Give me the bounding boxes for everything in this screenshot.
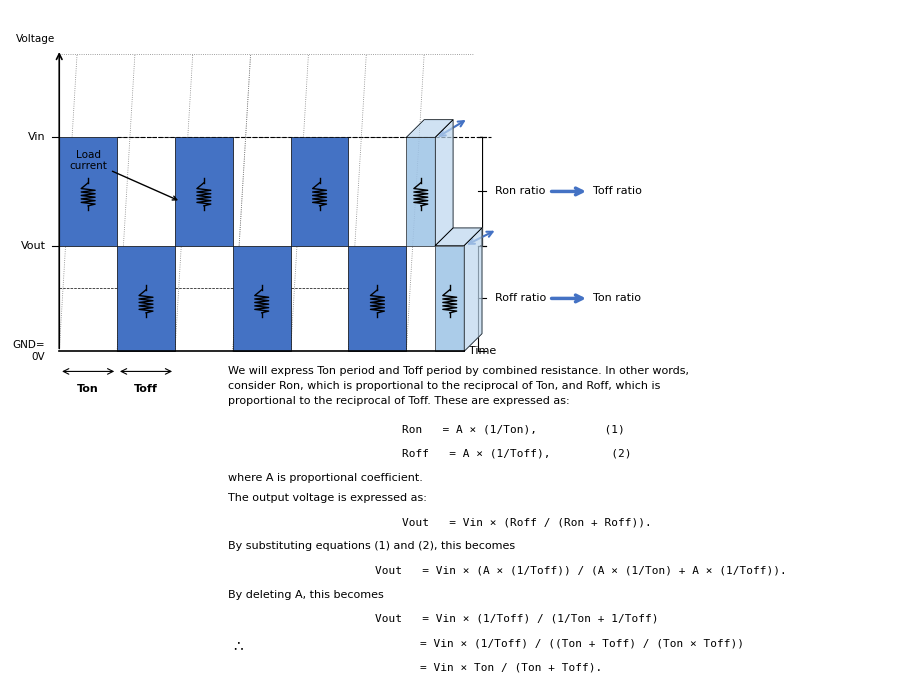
- FancyBboxPatch shape: [117, 245, 175, 352]
- Polygon shape: [436, 228, 482, 245]
- FancyBboxPatch shape: [233, 245, 291, 352]
- Text: Ron ratio: Ron ratio: [495, 186, 545, 197]
- FancyBboxPatch shape: [175, 137, 233, 245]
- Text: ∴: ∴: [233, 638, 242, 653]
- Text: Vout   = Vin × (Roff / (Ron + Roff)).: Vout = Vin × (Roff / (Ron + Roff)).: [402, 517, 652, 527]
- Text: Roff   = A × (1/Toff),         (2): Roff = A × (1/Toff), (2): [402, 448, 632, 458]
- Polygon shape: [436, 120, 453, 245]
- Text: Roff ratio: Roff ratio: [495, 293, 546, 303]
- Polygon shape: [406, 120, 453, 137]
- Text: = Vin × Ton / (Ton + Toff).: = Vin × Ton / (Ton + Toff).: [419, 662, 602, 673]
- Text: = Vin × (1/Toff) / ((Ton + Toff) / (Ton × Toff)): = Vin × (1/Toff) / ((Ton + Toff) / (Ton …: [419, 638, 743, 648]
- FancyBboxPatch shape: [436, 245, 464, 352]
- FancyBboxPatch shape: [59, 137, 117, 245]
- Text: Vout   = Vin × (A × (1/Toff)) / (A × (1/Ton) + A × (1/Toff)).: Vout = Vin × (A × (1/Toff)) / (A × (1/To…: [375, 566, 787, 576]
- Text: We will express Ton period and Toff period by combined resistance. In other word: We will express Ton period and Toff peri…: [229, 367, 689, 406]
- Text: Time: Time: [469, 346, 496, 356]
- Text: Toff ratio: Toff ratio: [593, 186, 642, 197]
- Text: Vin: Vin: [28, 133, 46, 142]
- Text: By substituting equations (1) and (2), this becomes: By substituting equations (1) and (2), t…: [229, 541, 516, 551]
- Text: Vout: Vout: [21, 241, 46, 250]
- FancyBboxPatch shape: [291, 137, 348, 245]
- FancyBboxPatch shape: [406, 137, 436, 245]
- Text: The output voltage is expressed as:: The output voltage is expressed as:: [229, 493, 428, 503]
- Text: GND=
0V: GND= 0V: [13, 341, 45, 362]
- Text: Ton: Ton: [77, 384, 99, 394]
- Polygon shape: [464, 228, 482, 352]
- Text: Toff: Toff: [134, 384, 158, 394]
- Text: By deleting A, this becomes: By deleting A, this becomes: [229, 590, 384, 600]
- Text: Load
current: Load current: [69, 150, 176, 200]
- Text: Ton ratio: Ton ratio: [593, 293, 642, 303]
- Text: Voltage: Voltage: [15, 34, 55, 44]
- FancyBboxPatch shape: [348, 245, 406, 352]
- Text: Vout   = Vin × (1/Toff) / (1/Ton + 1/Toff): Vout = Vin × (1/Toff) / (1/Ton + 1/Toff): [375, 614, 659, 624]
- Text: where A is proportional coefficient.: where A is proportional coefficient.: [229, 473, 423, 483]
- Text: Ron   = A × (1/Ton),          (1): Ron = A × (1/Ton), (1): [402, 424, 625, 435]
